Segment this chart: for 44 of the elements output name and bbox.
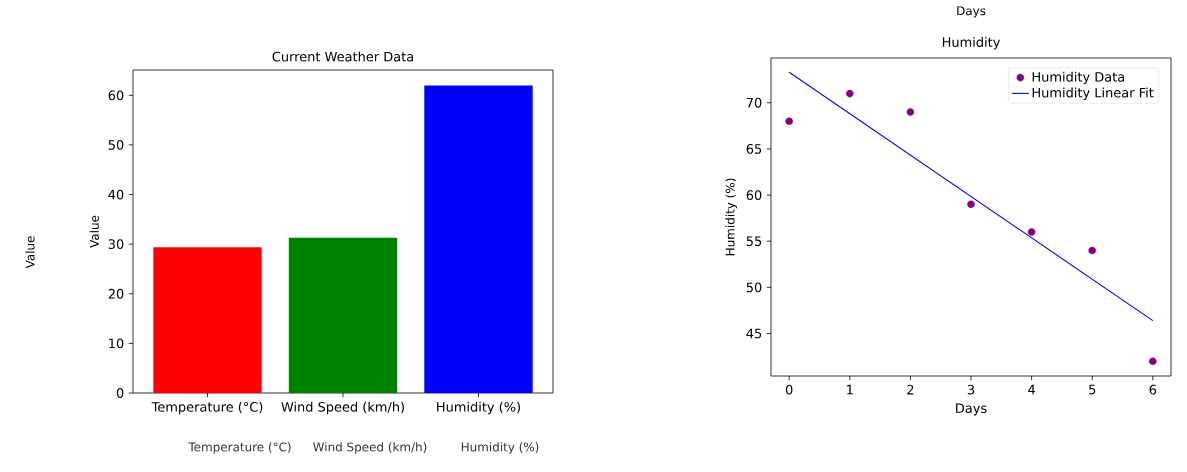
bar [424,85,533,393]
point [1088,246,1096,255]
x-tick-label: 4 [1028,384,1036,395]
bar [153,247,262,393]
point [906,108,915,116]
x-tick-label: Wind Speed (km/h) [281,401,404,415]
text: Temperature (°C) [188,442,291,454]
x-tick-label: 3 [967,384,975,395]
text: Days [957,6,986,18]
y-tick-label: 20 [108,288,124,299]
y-tick-label: 30 [108,239,124,250]
point [846,89,854,98]
x-tick-label: 1 [847,384,853,395]
y-axis-title: Value [89,215,99,248]
text: Humidity (%) [461,442,539,454]
y-tick-label: 60 [746,190,762,200]
legend-label: Humidity Data [1032,71,1125,85]
text: Wind Speed (km/h) [313,442,427,454]
y-tick-label: 55 [746,236,762,247]
text: Value [25,236,35,269]
point [785,117,793,126]
y-tick-label: 70 [746,97,762,108]
point [1149,357,1157,366]
x-tick-label: Temperature (°C) [151,401,263,415]
x-tick-label: 0 [785,384,793,395]
y-tick-label: 65 [746,144,762,154]
chart-title: Current Weather Data [272,51,413,62]
point [967,200,975,209]
y-tick-label: 50 [746,282,762,293]
x-tick-label: 5 [1089,384,1096,395]
legend-label: Humidity Linear Fit [1032,87,1154,101]
y-axis-title: Humidity (%) [725,178,737,256]
x-tick-label: 2 [907,384,914,395]
y-tick-label: 50 [108,140,124,150]
x-tick-label: Humidity (%) [437,401,520,415]
y-tick-label: 60 [108,90,124,101]
y-tick-label: 10 [109,338,124,349]
x-axis-title: Days [956,403,987,416]
y-tick-label: 40 [108,189,124,200]
x-tick-label: 6 [1149,384,1157,395]
chart-title: Humidity [942,36,1000,50]
y-tick-label: 45 [746,328,762,339]
point [1027,228,1036,236]
bar [288,237,398,393]
